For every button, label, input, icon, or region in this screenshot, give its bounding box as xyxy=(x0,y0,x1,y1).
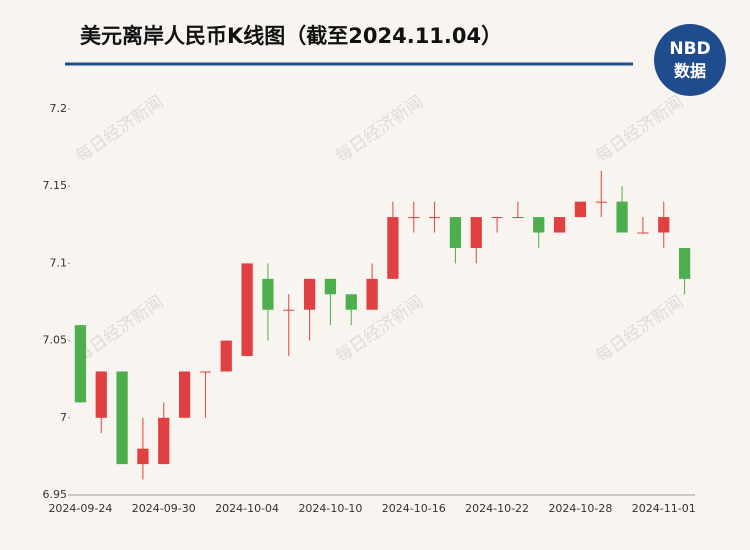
x-tick-label: 2024-09-30 xyxy=(132,502,196,515)
candle-body xyxy=(512,217,524,219)
candle-body xyxy=(366,278,378,310)
y-tick-label: 7.1 xyxy=(50,256,68,269)
y-tick-label: 7.2 xyxy=(50,102,68,115)
candle-body xyxy=(95,371,107,418)
candle-body xyxy=(116,371,128,465)
candle-body xyxy=(491,217,503,219)
candle-body xyxy=(158,417,170,465)
x-tick-label: 2024-09-24 xyxy=(48,502,112,515)
candle-body xyxy=(408,217,420,219)
y-tick-label: 7.05 xyxy=(43,334,68,347)
candle-body xyxy=(241,263,253,357)
candle-body xyxy=(199,371,212,373)
candle-body xyxy=(74,325,87,403)
candle-body xyxy=(345,294,357,310)
candle-body xyxy=(303,278,316,310)
x-tick-label: 2024-10-16 xyxy=(382,502,446,515)
y-tick-label: 7.15 xyxy=(43,179,68,192)
candle-body xyxy=(553,217,566,233)
logo-top: NBD xyxy=(669,39,710,59)
x-tick-label: 2024-10-10 xyxy=(298,502,362,515)
candle-body xyxy=(616,201,628,233)
candle-body xyxy=(449,217,462,248)
candle-body xyxy=(283,309,295,311)
candle-body xyxy=(658,217,670,233)
x-tick-label: 2024-10-22 xyxy=(465,502,529,515)
candle-body xyxy=(574,201,587,218)
candle-body xyxy=(533,217,545,233)
y-tick-label: 7 xyxy=(60,411,67,424)
x-tick-label: 2024-10-28 xyxy=(548,502,612,515)
candle-body xyxy=(678,247,691,279)
candle-body xyxy=(428,217,441,219)
y-tick-label: 6.95 xyxy=(43,488,68,501)
candle-body xyxy=(470,217,482,248)
candle-body xyxy=(595,201,607,203)
candle-body xyxy=(137,448,149,465)
candle-body xyxy=(178,371,191,418)
logo-bottom: 数据 xyxy=(674,62,706,81)
candle-body xyxy=(220,340,232,372)
x-tick-label: 2024-11-01 xyxy=(632,502,696,515)
candle-body xyxy=(387,217,399,279)
x-tick-label: 2024-10-04 xyxy=(215,502,279,515)
candle-body xyxy=(262,278,274,310)
candle-body xyxy=(324,278,337,295)
chart-title: 美元离岸人民币K线图（截至2024.11.04） xyxy=(80,24,502,48)
candle-body xyxy=(637,232,649,234)
logo-circle xyxy=(654,24,726,96)
